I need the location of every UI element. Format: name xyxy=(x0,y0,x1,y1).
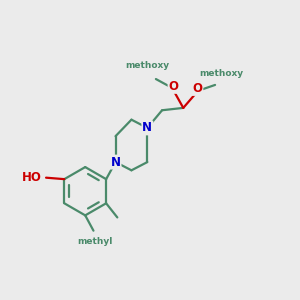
Text: HO: HO xyxy=(22,171,42,184)
Text: N: N xyxy=(142,122,152,134)
Text: methoxy: methoxy xyxy=(126,61,170,70)
Text: N: N xyxy=(111,156,121,169)
Text: methyl: methyl xyxy=(77,237,112,246)
Text: methoxy: methoxy xyxy=(200,69,244,78)
Text: O: O xyxy=(169,80,178,93)
Text: O: O xyxy=(192,82,203,95)
